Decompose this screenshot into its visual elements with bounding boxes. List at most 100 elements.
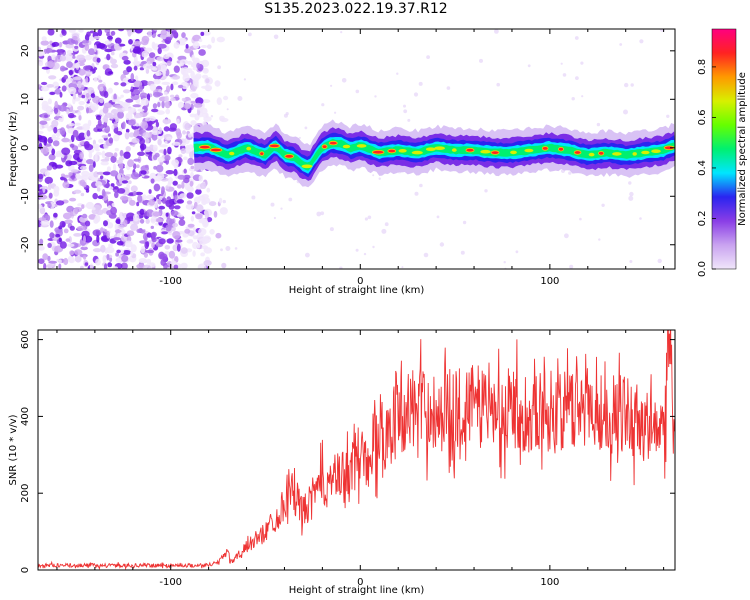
noise-speckle (56, 258, 60, 262)
noise-speckle (71, 169, 79, 173)
noise-speckle (92, 161, 96, 168)
noise-speckle (133, 65, 138, 71)
noise-speckle (164, 245, 171, 250)
noise-speckle (141, 121, 149, 130)
ridge-core (321, 144, 328, 149)
noise-speckle (190, 215, 195, 222)
noise-speckle (183, 103, 191, 110)
noise-speckle (219, 207, 228, 215)
snr-y-tick-label: 0 (20, 567, 31, 573)
noise-speckle (114, 191, 119, 199)
noise-speckle (85, 188, 90, 193)
noise-speckle (126, 66, 132, 73)
noise-speckle (170, 83, 174, 91)
noise-speckle (133, 163, 137, 170)
noise-speckle (159, 144, 168, 148)
snr-frame (37, 329, 676, 571)
noise-speckle (172, 29, 178, 37)
noise-speckle (78, 88, 82, 93)
noise-speckle (54, 100, 58, 109)
noise-speckle (145, 218, 150, 224)
noise-speckle (98, 138, 104, 144)
noise-speckle (199, 182, 207, 189)
noise-speckle (47, 98, 53, 105)
noise-speckle (182, 130, 187, 135)
noise-speckle (150, 225, 154, 229)
noise-speckle (138, 85, 143, 92)
noise-speckle (38, 61, 44, 67)
noise-speckle (225, 246, 231, 251)
noise-speckle (168, 127, 177, 132)
noise-speckle (111, 51, 115, 56)
noise-speckle (120, 195, 129, 201)
noise-speckle (189, 180, 194, 187)
noise-speckle (132, 104, 141, 108)
noise-speckle (120, 215, 124, 223)
noise-speckle (639, 39, 644, 44)
noise-speckle (74, 207, 79, 214)
noise-speckle (69, 197, 77, 202)
noise-speckle (53, 107, 59, 114)
noise-speckle (130, 73, 135, 81)
noise-speckle (85, 220, 91, 227)
noise-speckle (46, 165, 53, 171)
noise-speckle (110, 30, 116, 36)
spectrogram-x-axis-label: Height of straight line (km) (289, 285, 425, 296)
noise-speckle (139, 218, 145, 224)
noise-speckle (155, 218, 164, 223)
noise-speckle (151, 237, 157, 243)
noise-speckle (80, 265, 84, 269)
noise-speckle (168, 250, 176, 259)
noise-speckle (61, 173, 65, 177)
noise-speckle (503, 261, 506, 264)
noise-speckle (116, 159, 123, 164)
noise-speckle (81, 213, 88, 219)
noise-speckle (111, 99, 120, 103)
noise-speckle (74, 249, 83, 256)
noise-speckle (180, 148, 187, 154)
noise-speckle (163, 91, 168, 96)
spectrogram-frame (37, 28, 676, 270)
noise-speckle (100, 161, 109, 166)
noise-speckle (191, 211, 196, 215)
noise-speckle (171, 81, 179, 86)
noise-speckle (140, 98, 149, 106)
noise-speckle (38, 130, 44, 135)
noise-speckle (298, 136, 301, 139)
noise-speckle (61, 137, 70, 143)
noise-speckle (65, 238, 71, 242)
noise-speckle (598, 238, 601, 241)
noise-speckle (130, 185, 138, 193)
noise-speckle (484, 189, 488, 193)
noise-speckle (153, 154, 158, 161)
noise-speckle (51, 148, 56, 156)
noise-speckle (146, 241, 150, 248)
noise-speckle (46, 47, 50, 54)
noise-speckle (150, 216, 156, 224)
noise-speckle (128, 132, 135, 138)
noise-speckle (183, 168, 187, 174)
noise-speckle (103, 115, 109, 123)
noise-speckle (115, 252, 119, 257)
noise-speckle (116, 131, 123, 136)
noise-speckle (40, 40, 50, 46)
noise-speckle (80, 246, 88, 251)
noise-speckle (85, 76, 89, 83)
noise-speckle (68, 257, 75, 264)
noise-speckle (113, 152, 118, 158)
noise-speckle (132, 60, 141, 66)
noise-speckle (38, 173, 44, 180)
ridge-core (573, 150, 582, 155)
noise-speckle (109, 257, 113, 262)
noise-speckle (170, 94, 175, 98)
noise-speckle (414, 191, 419, 196)
noise-speckle (460, 250, 465, 255)
noise-speckle (107, 262, 113, 268)
noise-speckle (163, 54, 170, 60)
noise-speckle (217, 65, 222, 70)
noise-speckle (90, 103, 99, 111)
snr-y-tick-label: 200 (20, 484, 31, 503)
ridge-band-4 (193, 138, 675, 171)
noise-speckle (167, 177, 174, 185)
ridge-core (356, 144, 367, 148)
